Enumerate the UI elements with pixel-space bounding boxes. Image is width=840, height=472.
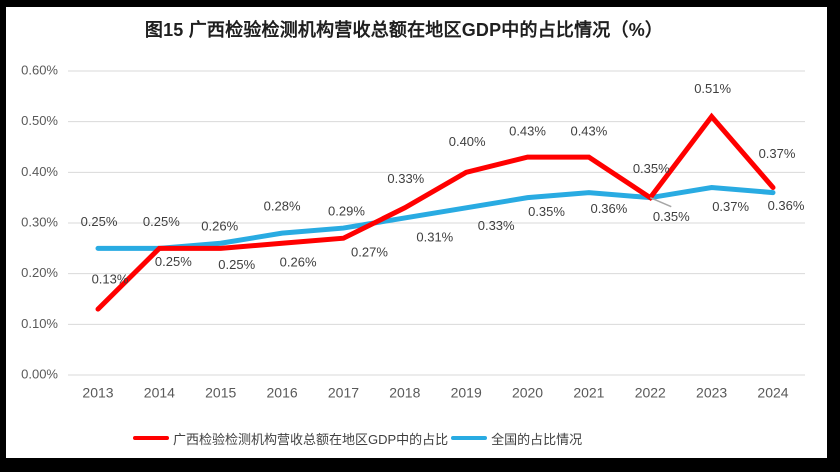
- data-label: 0.35%: [633, 161, 670, 176]
- chart-canvas: [6, 7, 827, 458]
- data-label: 0.35%: [528, 204, 565, 219]
- data-label: 0.43%: [570, 124, 607, 139]
- data-label: 0.37%: [759, 146, 796, 161]
- data-label: 0.25%: [143, 214, 180, 229]
- y-tick-label: 0.50%: [21, 113, 58, 128]
- legend-red-line-swatch: [133, 436, 169, 440]
- y-tick-label: 0.10%: [21, 316, 58, 331]
- x-tick-label: 2022: [635, 385, 666, 401]
- y-tick-label: 0.20%: [21, 265, 58, 280]
- chart-title: 图15 广西检验检测机构营收总额在地区GDP中的占比情况（%）: [144, 20, 664, 40]
- data-label: 0.13%: [92, 272, 129, 287]
- y-tick-label: 0.30%: [21, 214, 58, 229]
- x-tick-label: 2018: [389, 385, 420, 401]
- data-label: 0.31%: [416, 229, 453, 244]
- legend-blue-line-swatch: [451, 436, 488, 440]
- legend-label-national: 全国的占比情况: [491, 431, 583, 447]
- data-label: 0.40%: [449, 134, 486, 149]
- data-label: 0.26%: [280, 255, 317, 270]
- data-label: 0.36%: [590, 201, 627, 216]
- x-tick-label: 2014: [144, 385, 175, 401]
- x-tick-label: 2017: [328, 385, 359, 401]
- data-label: 0.33%: [478, 218, 515, 233]
- x-tick-label: 2013: [82, 385, 113, 401]
- data-label: 0.37%: [712, 199, 749, 214]
- data-label: 0.28%: [264, 199, 301, 214]
- y-tick-label: 0.60%: [21, 62, 58, 77]
- x-tick-label: 2024: [757, 385, 788, 401]
- x-tick-label: 2016: [267, 385, 298, 401]
- x-tick-label: 2023: [696, 385, 727, 401]
- data-label: 0.26%: [201, 219, 238, 234]
- data-label: 0.27%: [351, 245, 388, 260]
- legend-label-guangxi: 广西检验检测机构营收总额在地区GDP中的占比: [173, 431, 449, 447]
- chart-legend: 广西检验检测机构营收总额在地区GDP中的占比 全国的占比情况: [133, 429, 582, 447]
- x-tick-label: 2019: [451, 385, 482, 401]
- data-label: 0.25%: [218, 257, 255, 272]
- data-label: 0.36%: [768, 198, 805, 213]
- y-tick-label: 0.40%: [21, 164, 58, 179]
- data-label: 0.25%: [81, 214, 118, 229]
- data-label: 0.33%: [387, 171, 424, 186]
- x-tick-label: 2021: [573, 385, 604, 401]
- data-label: 0.43%: [509, 124, 546, 139]
- label-leader-line: [649, 196, 672, 208]
- data-label: 0.51%: [694, 81, 731, 96]
- y-tick-label: 0.00%: [21, 366, 58, 381]
- data-label: 0.35%: [653, 209, 690, 224]
- series-line: [95, 112, 776, 312]
- data-label: 0.29%: [328, 204, 365, 219]
- series-line: [95, 185, 776, 251]
- x-tick-label: 2015: [205, 385, 236, 401]
- data-label: 0.25%: [155, 254, 192, 269]
- x-tick-label: 2020: [512, 385, 543, 401]
